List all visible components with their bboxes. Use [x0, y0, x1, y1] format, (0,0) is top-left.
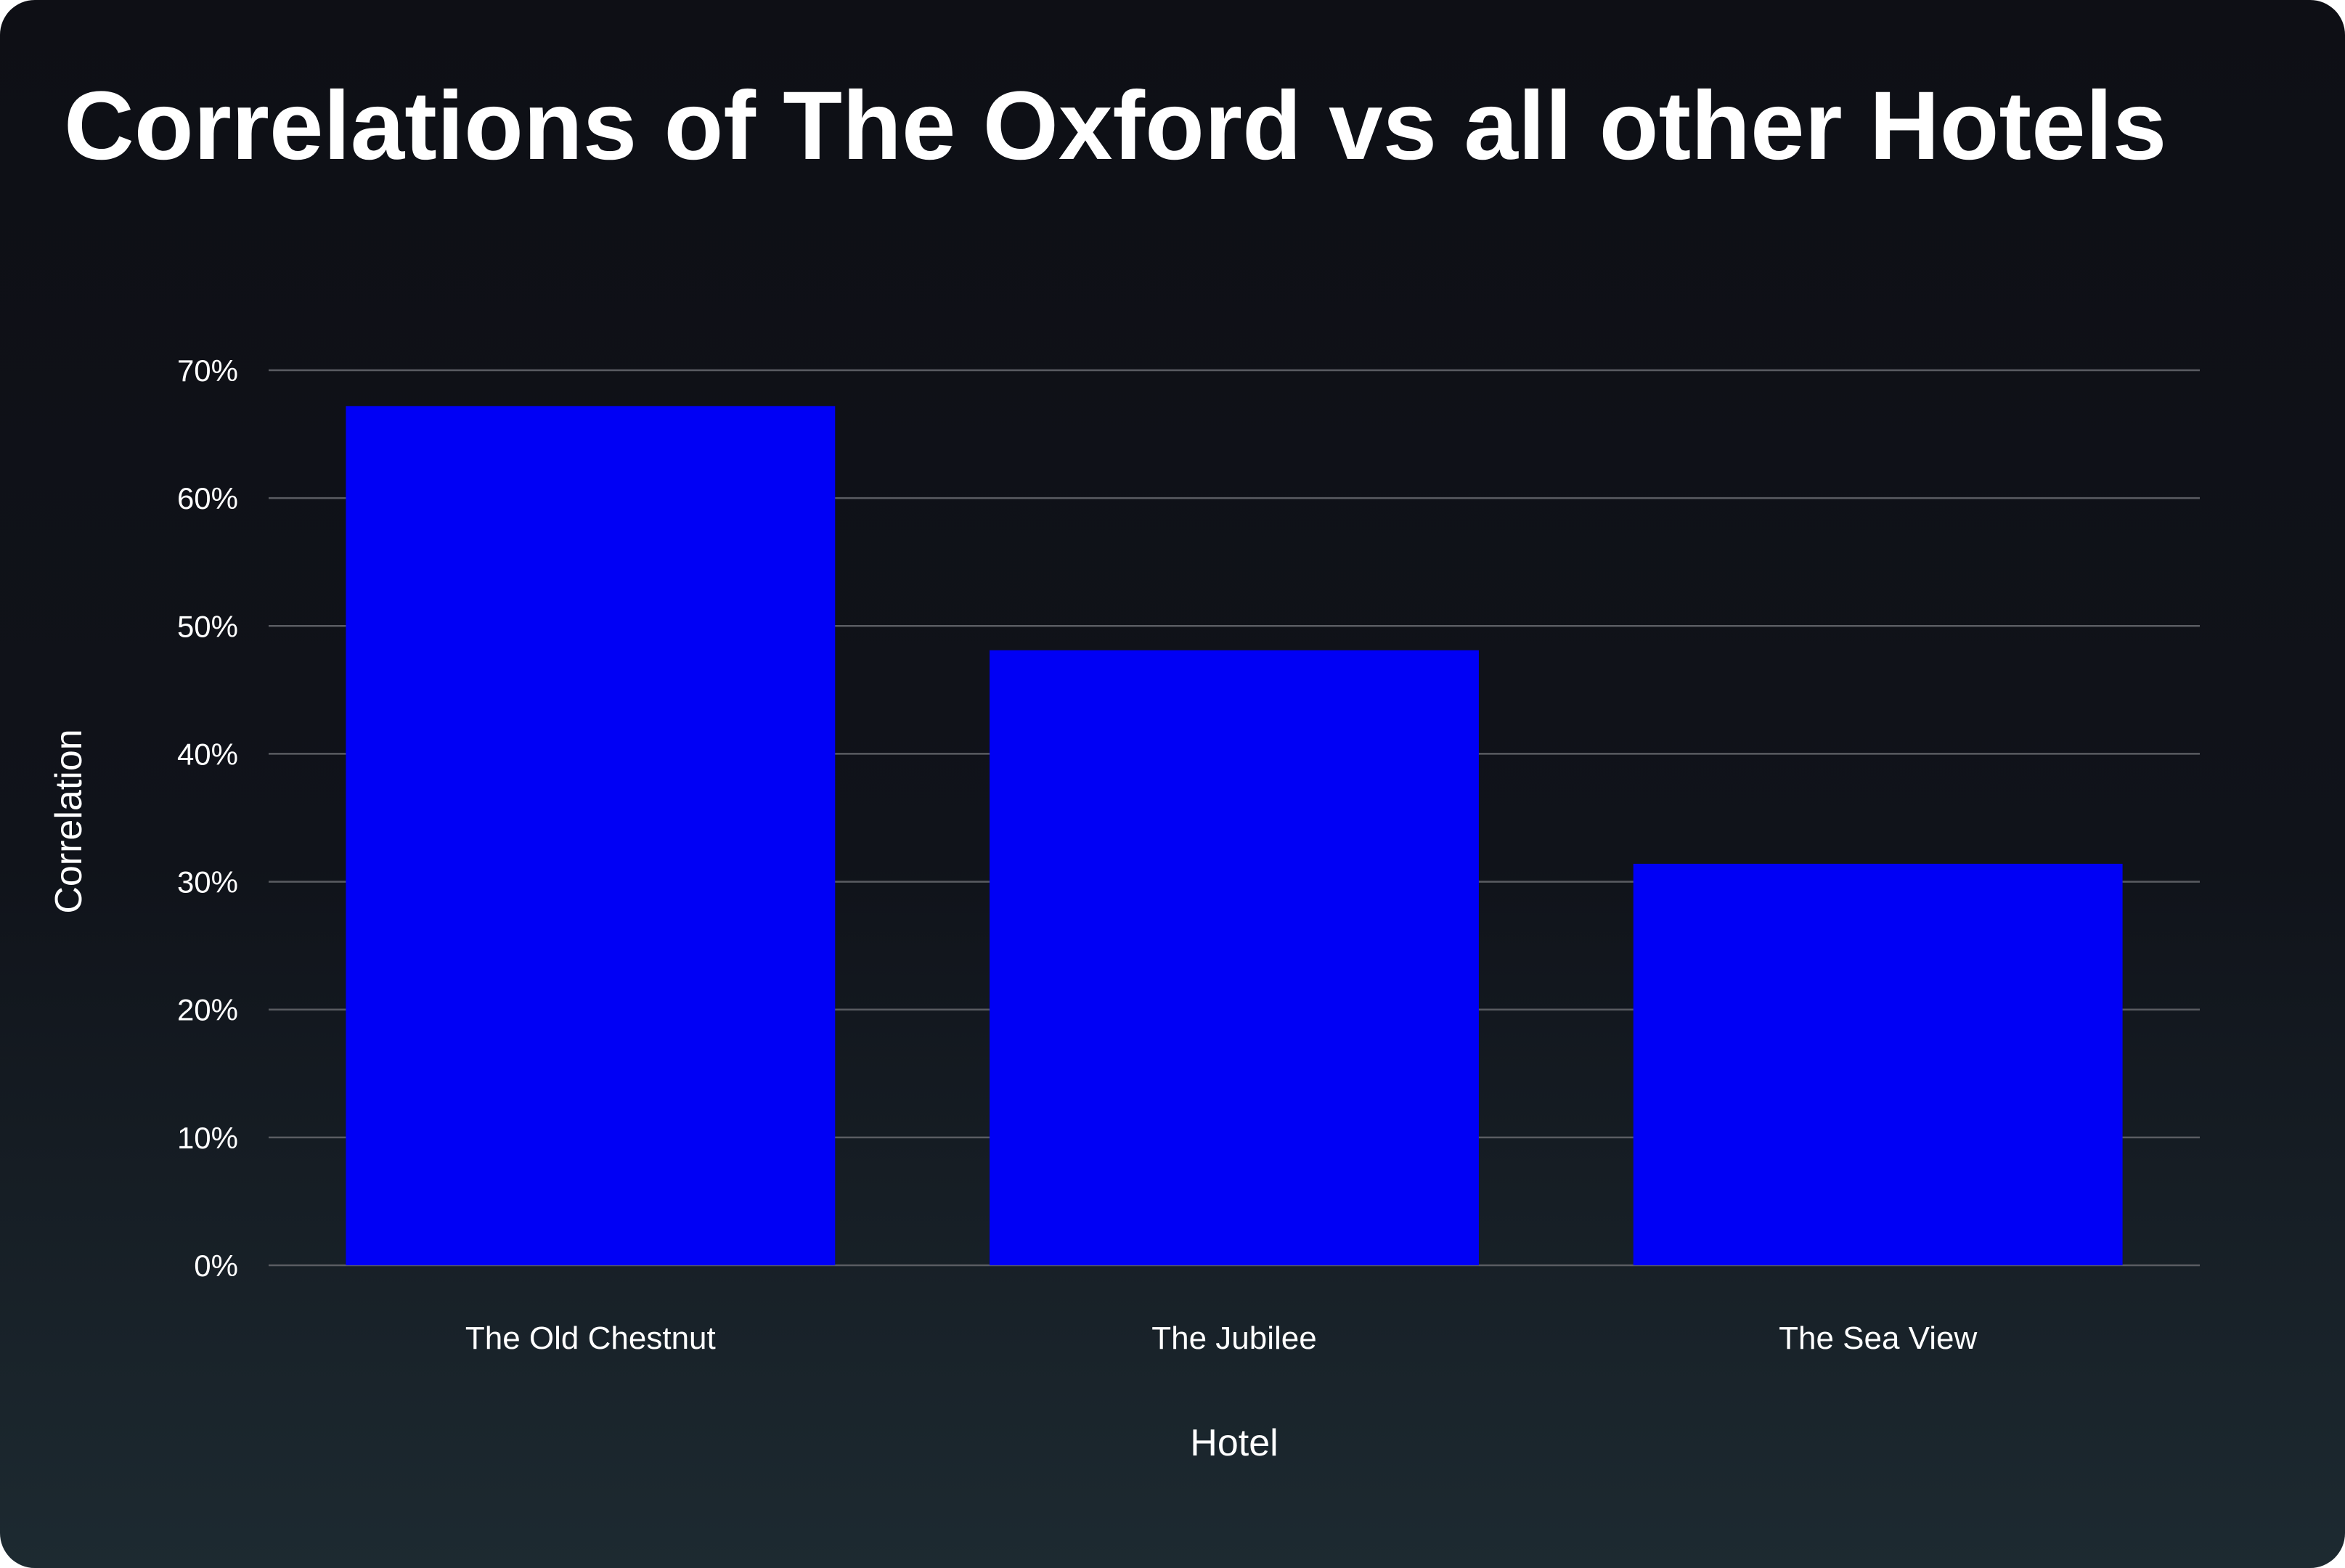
y-tick-label: 20% [177, 993, 238, 1027]
y-tick-label: 60% [177, 481, 238, 515]
y-axis-ticks: 0% 10% 20% 30% 40% 50% 60% 70% [177, 354, 238, 1283]
y-axis-label: Correlation [48, 729, 90, 913]
y-tick-label: 30% [177, 865, 238, 899]
y-tick-label: 0% [194, 1249, 238, 1283]
x-tick-label: The Sea View [1779, 1320, 1977, 1356]
x-tick-label: The Jubilee [1151, 1320, 1316, 1356]
bar-the-sea-view [1633, 863, 2123, 1265]
bar-the-old-chestnut [346, 406, 836, 1265]
y-tick-label: 10% [177, 1121, 238, 1155]
bar-the-jubilee [990, 650, 1479, 1265]
y-tick-label: 50% [177, 609, 238, 643]
chart-title: Correlations of The Oxford vs all other … [64, 72, 2167, 180]
y-tick-label: 40% [177, 737, 238, 771]
y-tick-label: 70% [177, 354, 238, 388]
x-axis-ticks: The Old Chestnut The Jubilee The Sea View [465, 1320, 1978, 1356]
x-tick-label: The Old Chestnut [465, 1320, 716, 1356]
x-axis-label: Hotel [1190, 1422, 1278, 1464]
bars [346, 406, 2123, 1265]
